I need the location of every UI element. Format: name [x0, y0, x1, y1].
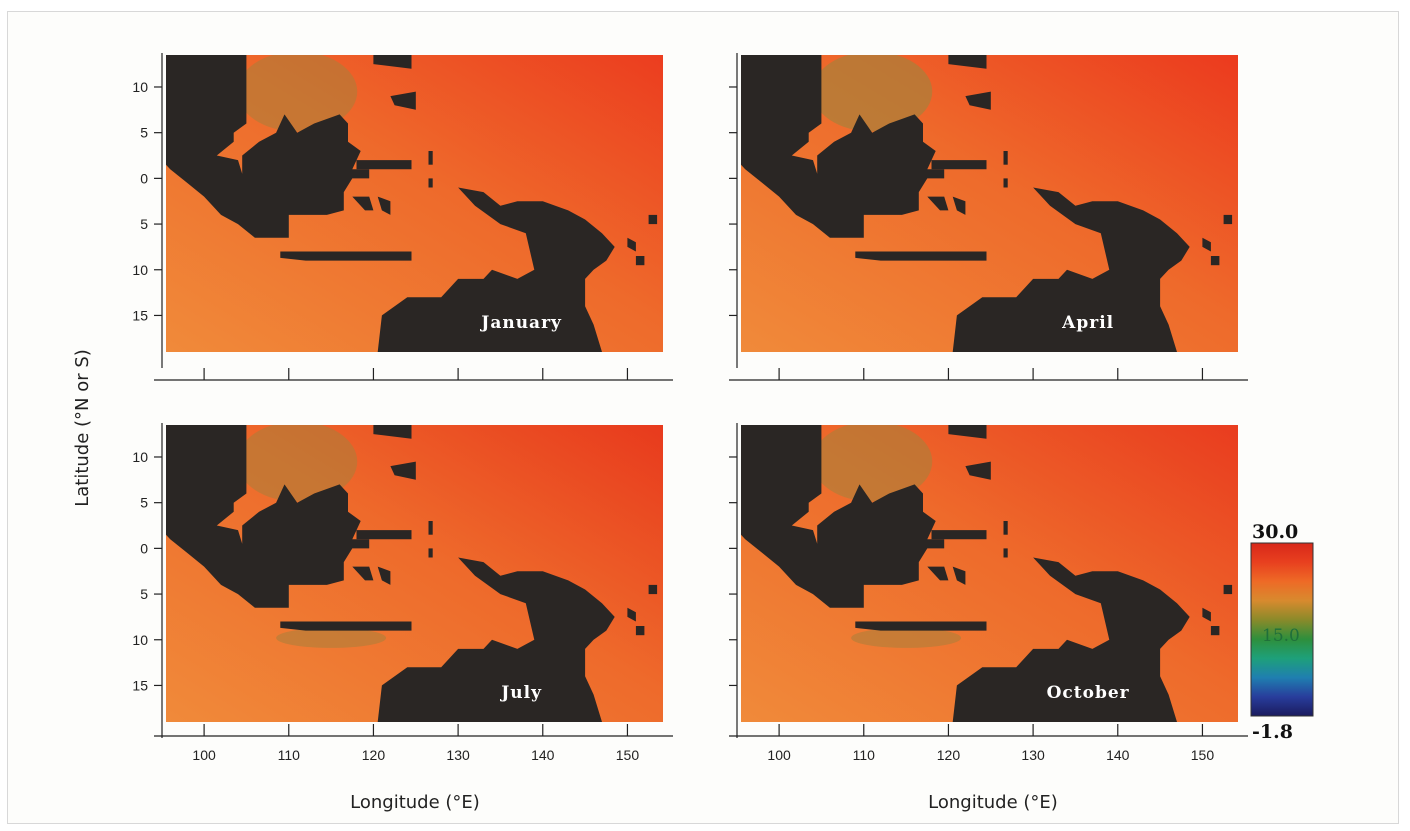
land-mask	[377, 196, 391, 215]
x-tick-label: 150	[616, 747, 640, 763]
land-mask	[1202, 237, 1211, 252]
land-mask	[965, 461, 991, 480]
land-mask	[280, 621, 412, 631]
y-tick-label: 5	[140, 125, 148, 141]
land-mask	[741, 55, 945, 238]
land-mask	[648, 584, 658, 595]
y-tick-label: 0	[140, 540, 148, 556]
y-tick-label: 15	[132, 307, 148, 323]
panel-july: July 10 5 0 5 10 15 100 110 120 130 140 150	[132, 423, 673, 763]
land-mask	[428, 151, 433, 165]
panel-title: April	[1061, 313, 1114, 333]
land-mask	[948, 425, 987, 439]
land-mask	[855, 251, 987, 261]
land-mask	[952, 557, 1190, 722]
land-mask	[166, 425, 370, 608]
cool-sst-patch-south	[276, 627, 387, 648]
land-mask	[428, 548, 433, 558]
panel-january: January 10 5 0 5 10 15	[132, 53, 673, 381]
panel-title: January	[479, 313, 562, 333]
land-mask	[1210, 256, 1220, 266]
colorbar-max-label: 30.0	[1252, 521, 1298, 543]
land-mask	[931, 160, 987, 170]
land-mask	[1003, 521, 1008, 535]
y-tick-label: 10	[132, 262, 148, 278]
panel-april: April	[729, 53, 1248, 381]
land-mask	[1003, 548, 1008, 558]
land-mask	[428, 521, 433, 535]
land-mask	[948, 55, 987, 69]
land-mask	[952, 187, 1190, 352]
land-mask	[1003, 151, 1008, 165]
land-mask	[927, 566, 949, 581]
x-tick-label: 140	[531, 747, 555, 763]
x-tick-label: 110	[853, 747, 876, 763]
land-mask	[428, 178, 433, 188]
x-tick-label: 110	[278, 747, 301, 763]
x-axis-title-right: Longitude (°E)	[928, 792, 1058, 813]
land-mask	[1210, 626, 1220, 636]
x-tick-label: 100	[767, 747, 791, 763]
y-tick-label: 5	[140, 586, 148, 602]
colorbar	[1250, 542, 1314, 717]
cool-sst-patch	[237, 425, 358, 502]
land-mask	[952, 566, 966, 585]
land-mask	[280, 251, 412, 261]
land-mask	[635, 626, 645, 636]
colorbar-mid-label: 15.0	[1262, 626, 1300, 646]
land-mask	[377, 566, 391, 585]
panels-group: January 10 5 0 5 10 15 April July 10 5 0 5 10 15 100 110…	[132, 53, 1248, 763]
y-tick-label: 0	[140, 170, 148, 186]
land-mask	[627, 237, 636, 252]
y-tick-label: 5	[140, 495, 148, 511]
y-tick-label: 10	[132, 449, 148, 465]
land-mask	[166, 55, 370, 238]
x-tick-label: 120	[937, 747, 961, 763]
land-mask	[635, 256, 645, 266]
y-tick-label: 10	[132, 79, 148, 95]
land-mask	[627, 607, 636, 622]
x-tick-label: 140	[1106, 747, 1130, 763]
land-mask	[741, 425, 945, 608]
land-mask	[377, 187, 615, 352]
land-mask	[390, 461, 416, 480]
x-tick-label: 100	[192, 747, 216, 763]
land-mask	[1223, 214, 1233, 225]
y-tick-label: 15	[132, 677, 148, 693]
land-mask	[373, 425, 412, 439]
y-tick-label: 5	[140, 216, 148, 232]
land-mask	[1202, 607, 1211, 622]
land-mask	[356, 530, 412, 540]
panel-title: July	[499, 683, 542, 703]
cool-sst-patch-south	[851, 627, 962, 648]
land-mask	[927, 196, 949, 211]
land-mask	[648, 214, 658, 225]
y-axis-title: Latitude (°N or S)	[72, 349, 93, 507]
cool-sst-patch	[812, 55, 933, 132]
land-mask	[352, 196, 374, 211]
panel-october: October 100 110 120 130 140 150	[729, 423, 1248, 763]
colorbar-min-label: -1.8	[1252, 721, 1293, 743]
cool-sst-patch	[812, 425, 933, 502]
land-mask	[377, 557, 615, 722]
land-mask	[952, 196, 966, 215]
panel-title: October	[1047, 683, 1130, 703]
land-mask	[855, 621, 987, 631]
land-mask	[356, 160, 412, 170]
land-mask	[1003, 178, 1008, 188]
land-mask	[390, 91, 416, 110]
land-mask	[1223, 584, 1233, 595]
land-mask	[965, 91, 991, 110]
y-tick-label: 10	[132, 632, 148, 648]
x-tick-label: 130	[446, 747, 470, 763]
land-mask	[931, 530, 987, 540]
x-tick-label: 130	[1021, 747, 1045, 763]
x-tick-label: 150	[1191, 747, 1215, 763]
x-tick-label: 120	[362, 747, 386, 763]
x-axis-title-left: Longitude (°E)	[350, 792, 480, 813]
land-mask	[352, 566, 374, 581]
land-mask	[373, 55, 412, 69]
cool-sst-patch	[237, 55, 358, 132]
